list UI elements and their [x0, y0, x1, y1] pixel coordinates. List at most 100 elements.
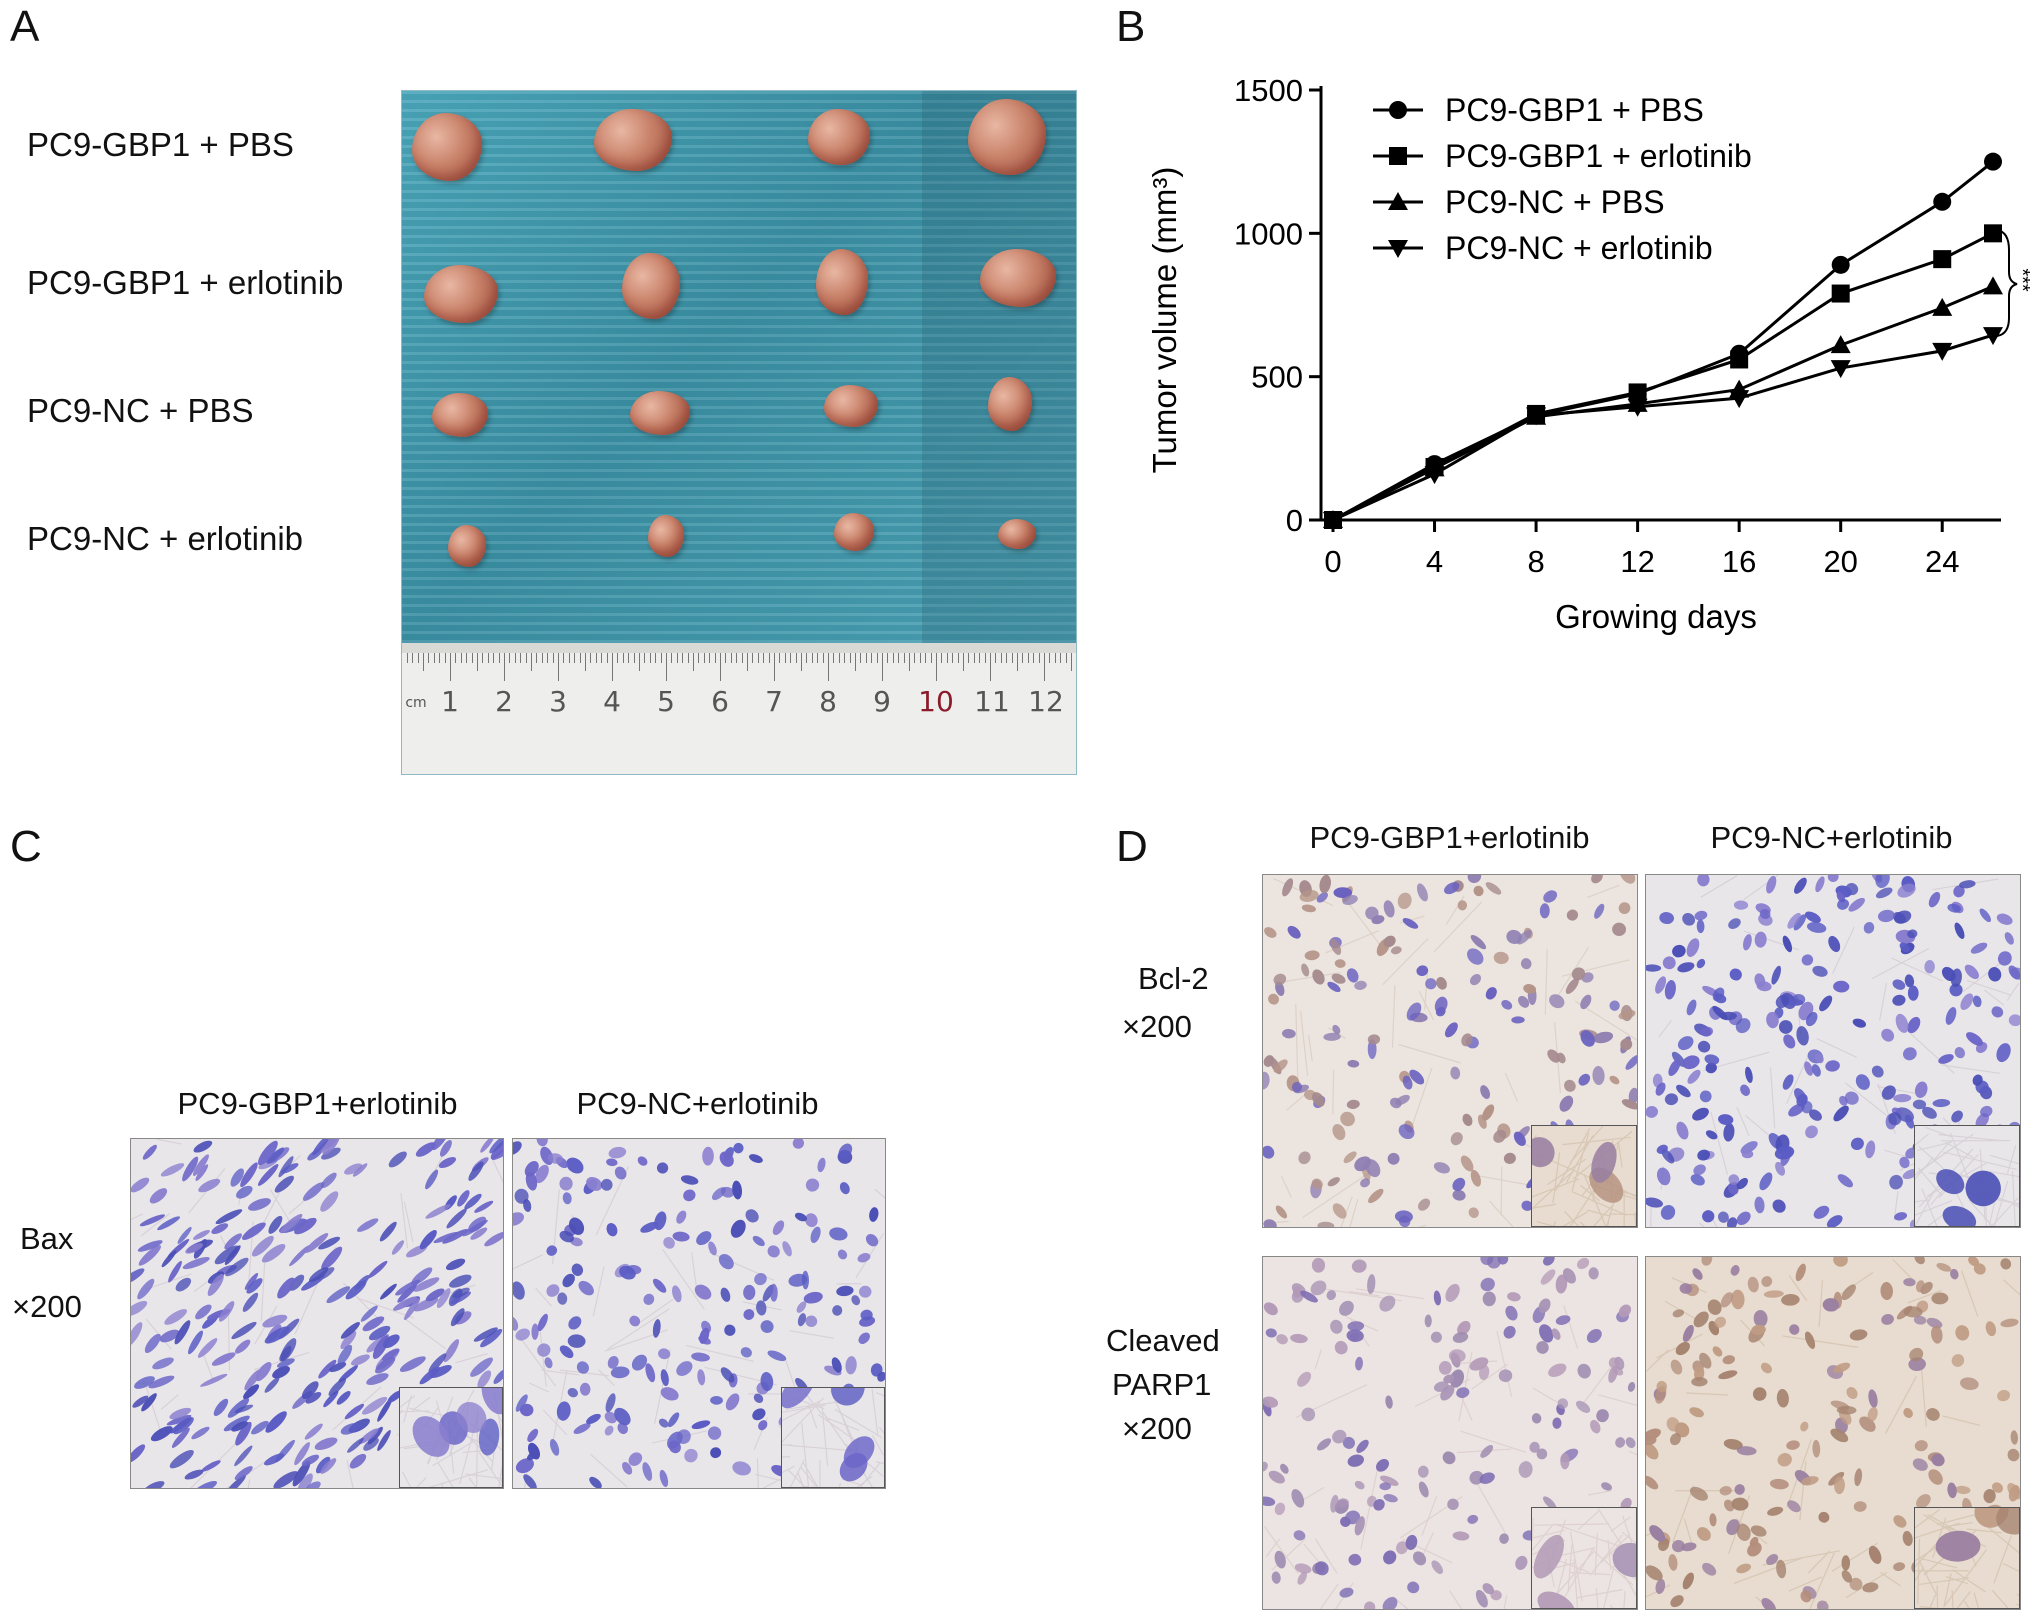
ruler-tick — [477, 653, 478, 671]
cell-nucleus — [1928, 891, 1941, 908]
cell-nucleus — [1470, 1169, 1481, 1187]
stroma-fiber — [1906, 1029, 1955, 1074]
data-point — [1627, 398, 1648, 417]
cell-nucleus — [1268, 993, 1279, 1005]
cell-nucleus — [443, 1339, 460, 1363]
cell-nucleus — [318, 1359, 337, 1379]
cell-nucleus — [280, 1338, 297, 1362]
cell-nucleus — [1444, 882, 1460, 895]
ruler-tick — [720, 653, 721, 681]
cell-nucleus — [1789, 1324, 1800, 1335]
cell-nucleus — [684, 1448, 698, 1463]
ruler-tick — [460, 653, 462, 663]
cell-nucleus — [362, 1316, 385, 1332]
cell-nucleus — [1367, 1034, 1381, 1045]
stroma-fiber — [1409, 1067, 1433, 1132]
cell-nucleus — [234, 1466, 253, 1480]
cell-nucleus — [1590, 1419, 1601, 1434]
stroma-fiber — [1917, 1141, 1952, 1152]
cell-nucleus — [1332, 1123, 1346, 1141]
cell-nucleus — [375, 1356, 396, 1374]
stroma-fiber — [1603, 1562, 1616, 1608]
cell-nucleus — [1547, 1049, 1560, 1063]
cell-nucleus — [1618, 1304, 1632, 1318]
ruler-number: 4 — [603, 685, 621, 718]
ruler-tick — [606, 653, 608, 663]
cell-nucleus — [474, 1200, 494, 1213]
ruler-number: 10 — [918, 685, 954, 718]
stroma-fiber — [541, 1369, 580, 1376]
cell-nucleus — [1926, 1408, 1940, 1421]
x-tick-label: 20 — [1823, 544, 1857, 579]
stroma-fiber — [403, 1317, 447, 1350]
cell-nucleus — [1327, 981, 1341, 993]
cell-nucleus — [1316, 1438, 1332, 1451]
cell-nucleus — [1826, 1215, 1843, 1227]
cell-nucleus — [439, 1140, 452, 1157]
cell-nucleus — [268, 1215, 283, 1234]
cell-nucleus — [1793, 914, 1807, 931]
cell-nucleus — [257, 1164, 279, 1186]
ruler-tick — [822, 653, 824, 663]
micrograph-inset — [399, 1387, 503, 1488]
stroma-fiber — [1683, 1518, 1693, 1546]
cell-nucleus — [1888, 1112, 1902, 1126]
data-point — [1831, 255, 1850, 274]
cell-nucleus — [1664, 980, 1676, 1000]
data-point — [1424, 466, 1445, 485]
cell-nucleus — [131, 1300, 148, 1317]
cell-nucleus — [614, 1166, 627, 1180]
cell-nucleus — [1852, 1018, 1867, 1028]
cell-nucleus — [1682, 912, 1696, 926]
cell-nucleus — [1520, 958, 1532, 970]
cell-nucleus — [1907, 985, 1919, 1001]
cell-nucleus — [449, 1274, 472, 1288]
cell-nucleus — [213, 1398, 229, 1417]
ruler-tick — [914, 653, 916, 663]
ruler-tick — [1044, 653, 1045, 681]
cell-nucleus — [1863, 921, 1875, 934]
panel-letter-a: A — [10, 2, 40, 51]
cell-nucleus — [1336, 1498, 1349, 1508]
stroma-fiber — [1915, 1133, 1929, 1147]
ruler-tick — [655, 653, 657, 663]
cell-nucleus — [1696, 958, 1706, 969]
col-label-c-gbp1: PC9-GBP1+erlotinib — [177, 1086, 458, 1121]
cell-nucleus — [1928, 1469, 1943, 1485]
cell-nucleus — [322, 1139, 340, 1155]
cell-nucleus — [1670, 1359, 1683, 1375]
cell-nucleus — [1679, 1283, 1693, 1294]
cell-nucleus — [696, 1231, 712, 1246]
cell-nucleus — [1754, 1196, 1765, 1214]
cell-nucleus — [1830, 1428, 1849, 1443]
cell-nucleus — [157, 1216, 181, 1231]
cell-nucleus — [1409, 1069, 1425, 1085]
cell-nucleus — [377, 1397, 393, 1422]
cell-nucleus — [1701, 1257, 1713, 1266]
cell-nucleus — [478, 1418, 500, 1456]
cell-nucleus — [1734, 1484, 1745, 1495]
cell-nucleus — [1897, 883, 1916, 898]
cell-nucleus — [201, 1460, 221, 1472]
cell-nucleus — [513, 1212, 524, 1226]
cell-nucleus — [1397, 892, 1412, 910]
ruler-tick — [887, 653, 889, 663]
cell-nucleus — [1332, 1203, 1347, 1219]
cell-nucleus — [571, 1263, 584, 1276]
cell-nucleus — [188, 1330, 204, 1355]
cell-nucleus — [1450, 1369, 1465, 1388]
cell-nucleus — [1760, 1362, 1772, 1374]
cell-nucleus — [805, 1213, 818, 1228]
cell-nucleus — [246, 1278, 263, 1294]
ruler-tick — [714, 653, 716, 663]
cell-nucleus — [1571, 967, 1586, 981]
tumor — [448, 525, 486, 567]
stroma-fiber — [1263, 1220, 1289, 1225]
cell-nucleus — [752, 1408, 766, 1421]
cell-nucleus — [1895, 1013, 1909, 1033]
x-tick-label: 8 — [1527, 544, 1544, 579]
stroma-fiber — [528, 1382, 550, 1393]
cell-nucleus — [758, 1420, 768, 1431]
cell-nucleus — [391, 1240, 405, 1255]
cell-nucleus — [622, 1461, 633, 1475]
